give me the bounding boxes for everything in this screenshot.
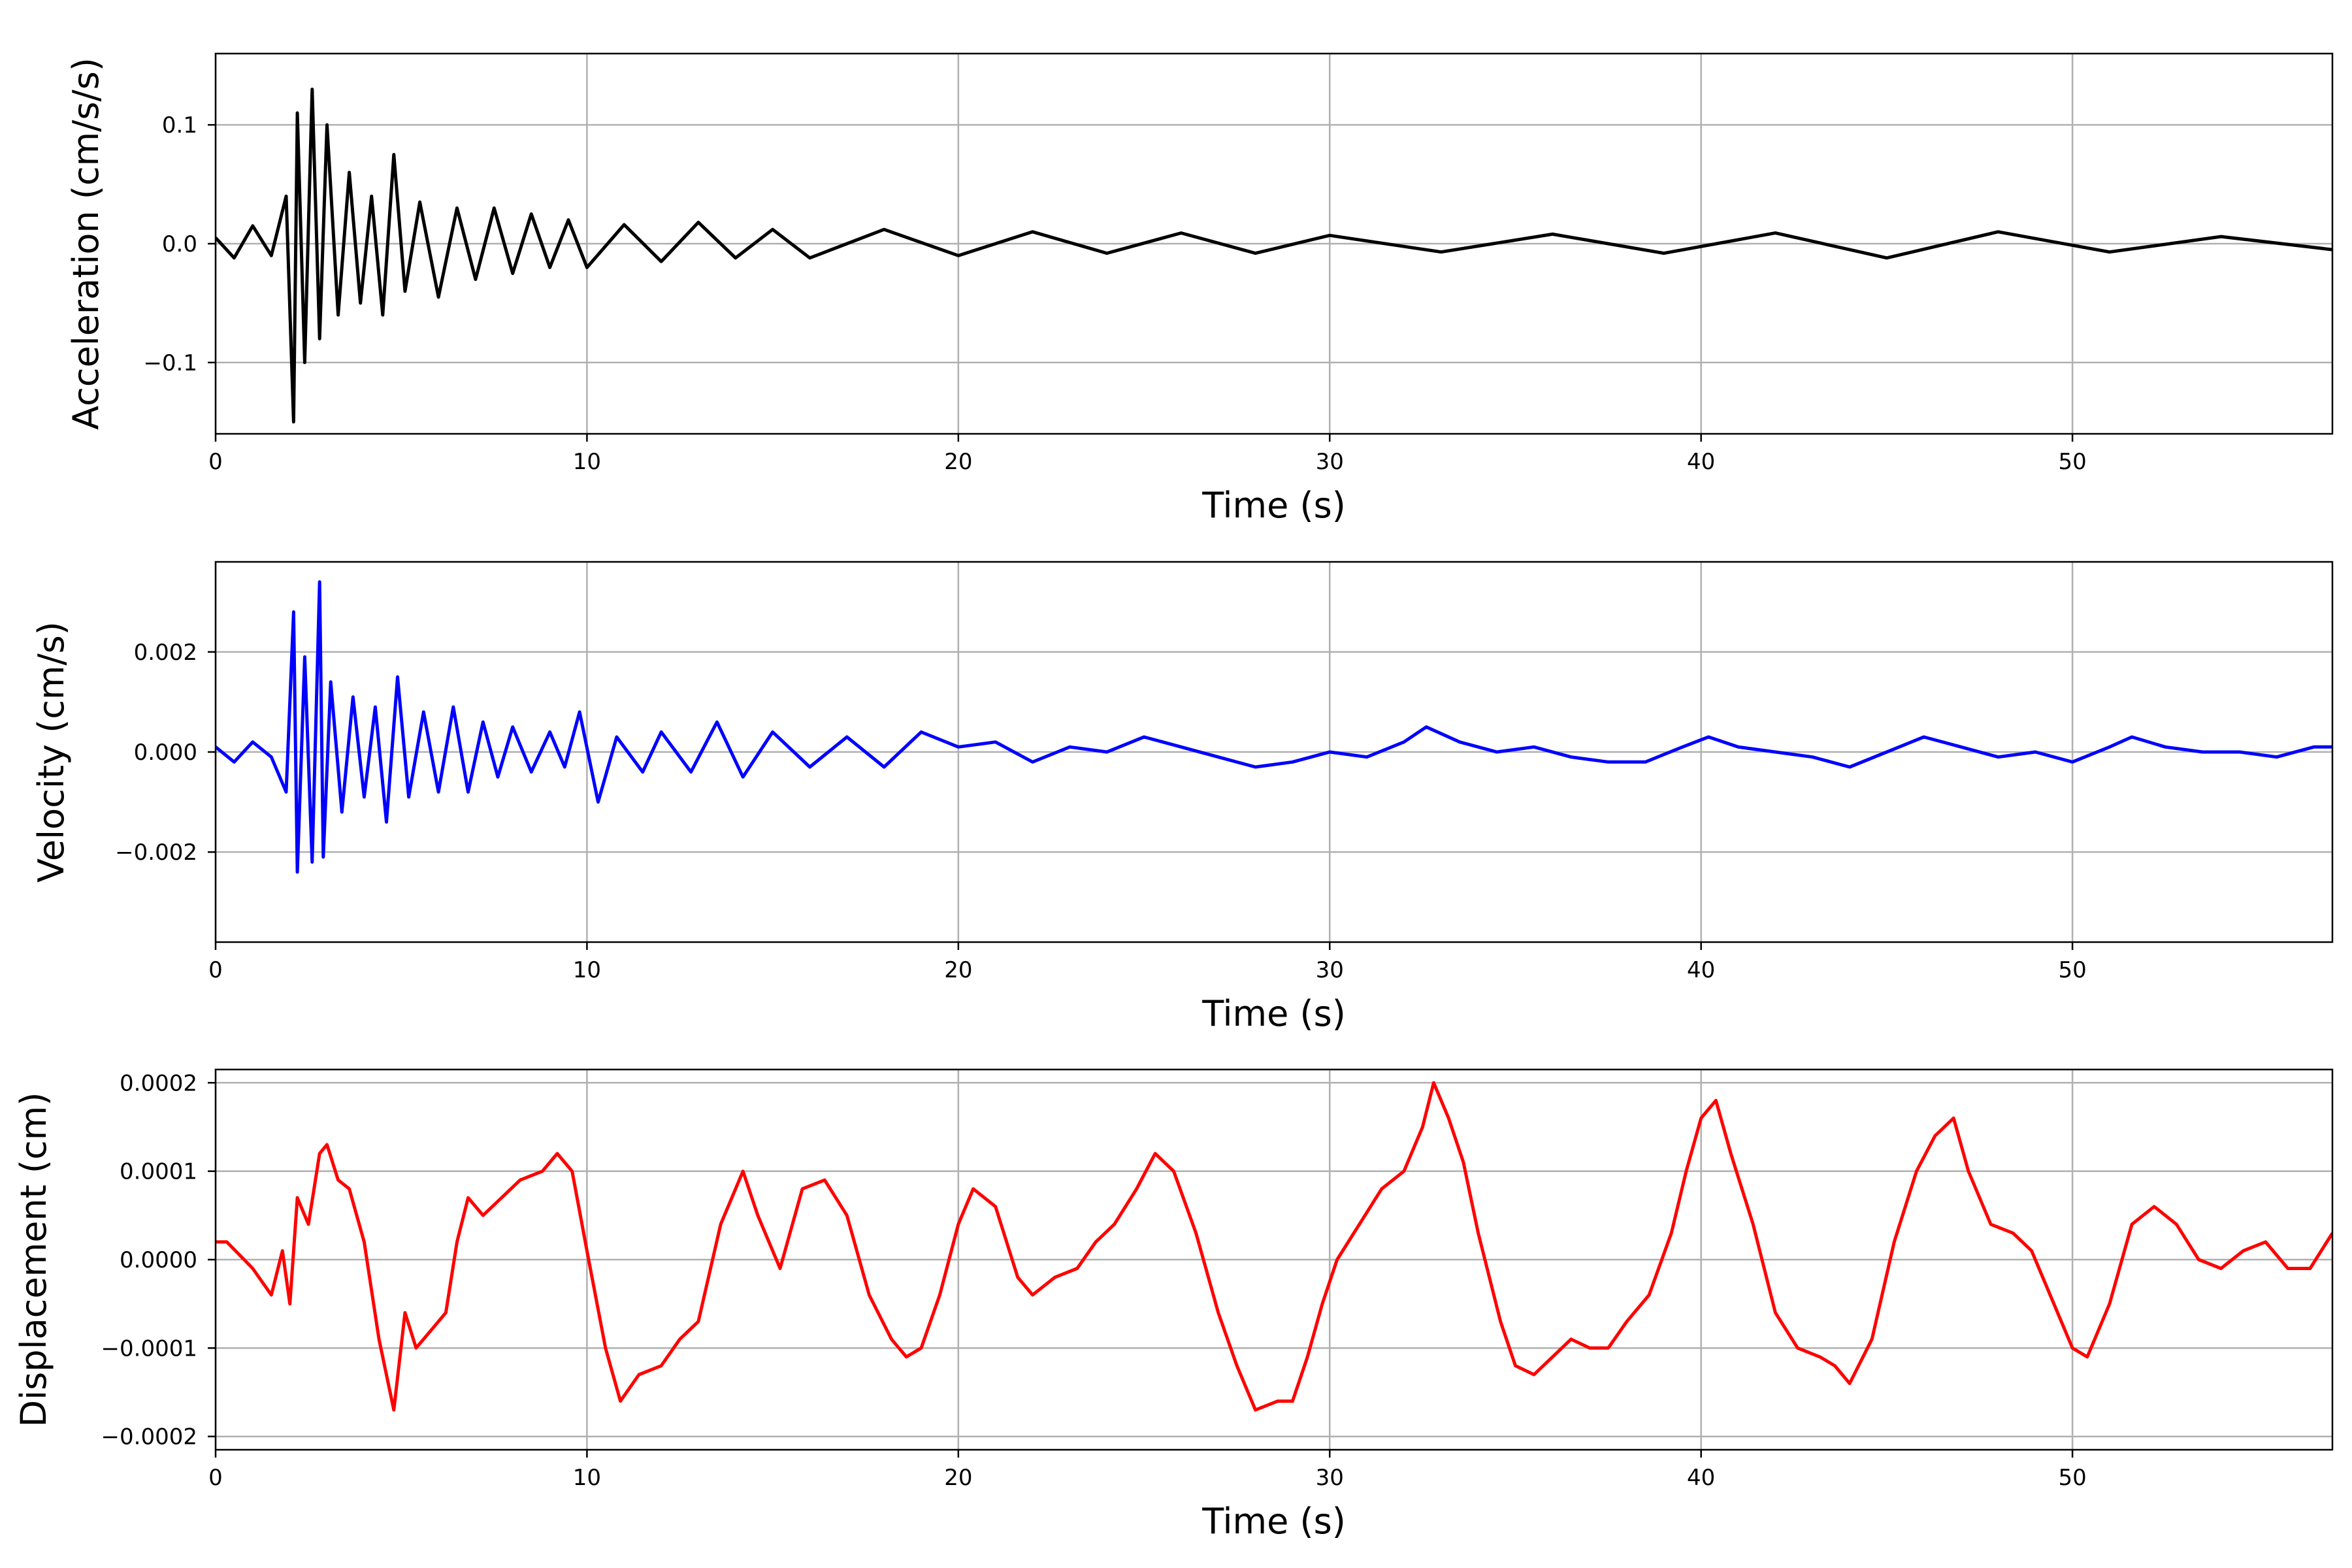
acceleration-x-axis-label: Time (s)	[1201, 485, 1346, 526]
velocity-x-tick-label: 30	[1316, 957, 1344, 983]
velocity-x-tick-label: 10	[573, 957, 601, 983]
velocity-series-line	[216, 580, 2332, 874]
acceleration-x-tick-label: 30	[1316, 449, 1344, 475]
velocity-x-tick-label: 40	[1687, 957, 1715, 983]
displacement-y-axis-label: Displacement (cm)	[13, 1092, 54, 1428]
acceleration-y-tick-label: 0.1	[162, 112, 197, 139]
displacement-panel: 0 10 20 30 40 50 −0.0002 −0.0001 0.0000 0.0001 0.0…	[13, 1068, 2334, 1542]
displacement-y-tick-label: −0.0002	[101, 1424, 197, 1450]
acceleration-x-tick-label: 0	[208, 449, 223, 475]
displacement-y-tick-label: 0.0000	[120, 1247, 197, 1273]
displacement-x-tick-label: 50	[2058, 1465, 2086, 1491]
velocity-x-tick-label: 0	[208, 957, 223, 983]
velocity-y-tick-label: −0.002	[115, 840, 197, 866]
acceleration-y-axis-label: Acceleration (cm/s/s)	[65, 57, 106, 430]
displacement-y-tick-label: −0.0001	[101, 1335, 197, 1362]
velocity-x-tick-label: 50	[2058, 957, 2086, 983]
velocity-x-axis-label: Time (s)	[1201, 993, 1346, 1034]
acceleration-x-tick-label: 20	[944, 449, 972, 475]
acceleration-x-tick-label: 40	[1687, 449, 1715, 475]
displacement-x-tick-label: 20	[944, 1465, 972, 1491]
displacement-y-tick-label: 0.0001	[120, 1159, 197, 1185]
acceleration-panel: 0 10 20 30 40 50 −0.1 0.0 0.1 Time (s) Acceleratio…	[65, 52, 2334, 526]
displacement-y-tick-label: 0.0002	[120, 1070, 197, 1096]
velocity-y-axis-label: Velocity (cm/s)	[31, 621, 72, 883]
velocity-y-tick-label: 0.000	[134, 740, 197, 766]
displacement-x-axis-label: Time (s)	[1201, 1501, 1346, 1542]
acceleration-x-tick-label: 50	[2058, 449, 2086, 475]
velocity-y-tick-label: 0.002	[134, 640, 197, 666]
acceleration-y-tick-label: −0.1	[143, 350, 197, 376]
acceleration-y-tick-label: 0.0	[162, 231, 197, 257]
displacement-series-line	[216, 1081, 2332, 1412]
displacement-x-tick-label: 30	[1316, 1465, 1344, 1491]
velocity-panel: 0 10 20 30 40 50 −0.002 0.000 0.002 Time (s) Veloc…	[31, 561, 2334, 1034]
displacement-x-tick-label: 40	[1687, 1465, 1715, 1491]
velocity-x-tick-label: 20	[944, 957, 972, 983]
displacement-x-tick-label: 0	[208, 1465, 223, 1491]
displacement-x-tick-label: 10	[573, 1465, 601, 1491]
acceleration-x-tick-label: 10	[573, 449, 601, 475]
acceleration-series-line	[216, 88, 2332, 424]
